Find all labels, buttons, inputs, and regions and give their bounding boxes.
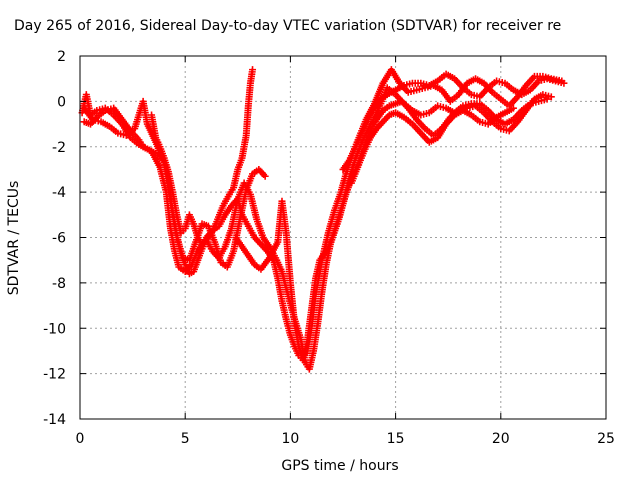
x-tick-label: 10 (281, 431, 299, 447)
data-point (547, 93, 555, 101)
x-tick-label: 15 (387, 431, 405, 447)
data-series (78, 66, 568, 373)
axis-ticks: 0 5 10 15 20 25 -14 -12 -10 -8 -6 -4 -2 0 2 (43, 49, 615, 447)
series-7 (347, 104, 517, 187)
x-tick-label: 5 (181, 431, 190, 447)
data-point (509, 104, 517, 112)
x-axis-label: GPS time / hours (281, 458, 398, 474)
y-tick-label: -12 (43, 367, 66, 383)
y-tick-label: -14 (43, 412, 66, 428)
series-4 (80, 97, 269, 271)
y-tick-label: -6 (52, 231, 66, 247)
y-tick-label: -10 (43, 321, 66, 337)
y-tick-label: 2 (57, 49, 66, 65)
x-tick-label: 25 (597, 431, 615, 447)
y-tick-label: -2 (52, 140, 66, 156)
x-tick-label: 20 (492, 431, 510, 447)
series-6 (339, 70, 568, 173)
chart-title: Day 265 of 2016, Sidereal Day-to-day VTE… (14, 18, 561, 34)
data-point (261, 172, 269, 180)
x-tick-label: 0 (76, 431, 85, 447)
series-5 (232, 91, 555, 362)
y-tick-label: -4 (52, 185, 66, 201)
data-point (560, 79, 568, 87)
y-axis-label: SDTVAR / TECUs (6, 181, 22, 296)
y-tick-label: -8 (52, 276, 66, 292)
y-tick-label: 0 (57, 94, 66, 110)
data-point (249, 66, 257, 74)
